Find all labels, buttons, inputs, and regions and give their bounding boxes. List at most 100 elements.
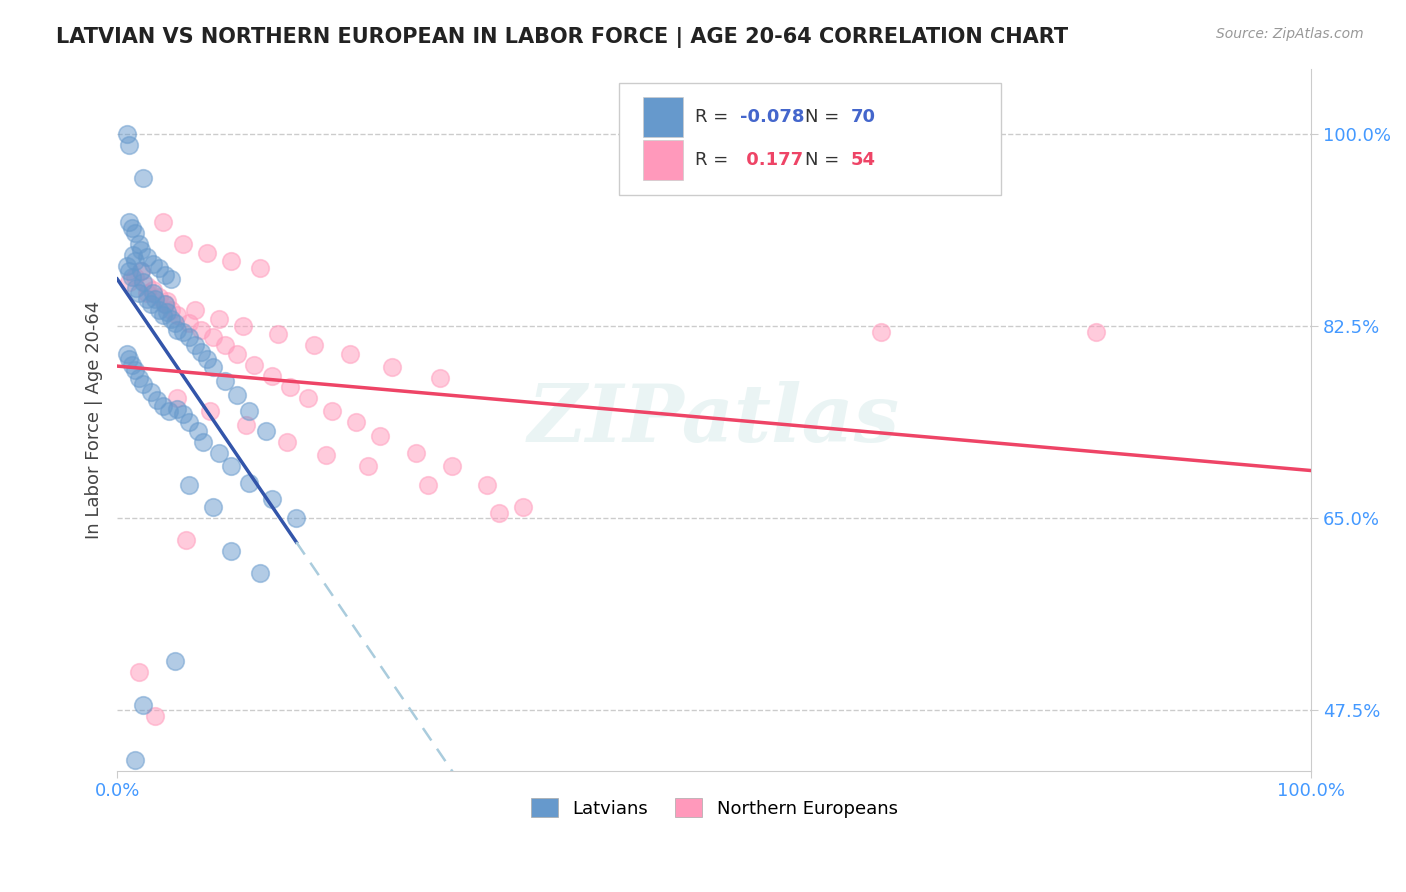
- Point: [132, 171, 155, 186]
- Point: [214, 338, 236, 352]
- Point: [132, 698, 155, 712]
- Point: [297, 391, 319, 405]
- Text: N =: N =: [806, 108, 845, 126]
- Point: [262, 491, 284, 506]
- Point: [512, 500, 534, 515]
- Point: [214, 374, 236, 388]
- Point: [211, 780, 233, 794]
- Legend: Latvians, Northern Europeans: Latvians, Northern Europeans: [523, 791, 905, 825]
- Point: [118, 352, 141, 367]
- Point: [249, 566, 271, 581]
- Point: [152, 400, 174, 414]
- Point: [139, 385, 162, 400]
- Point: [177, 330, 200, 344]
- Point: [477, 478, 499, 492]
- Point: [166, 401, 188, 416]
- Point: [208, 311, 231, 326]
- Point: [238, 404, 260, 418]
- Point: [172, 237, 194, 252]
- Point: [132, 377, 155, 392]
- Point: [368, 429, 391, 443]
- Point: [128, 371, 150, 385]
- Point: [124, 253, 146, 268]
- Text: R =: R =: [695, 152, 734, 169]
- Point: [157, 404, 180, 418]
- Point: [176, 533, 198, 548]
- Point: [118, 264, 141, 278]
- Point: [129, 264, 152, 278]
- Point: [118, 215, 141, 229]
- Point: [129, 264, 152, 278]
- Point: [191, 434, 214, 449]
- Point: [184, 338, 207, 352]
- Point: [225, 388, 247, 402]
- Point: [262, 368, 284, 383]
- Point: [124, 226, 146, 240]
- Point: [190, 344, 212, 359]
- Point: [278, 380, 301, 394]
- FancyBboxPatch shape: [643, 97, 683, 137]
- Point: [285, 511, 308, 525]
- FancyBboxPatch shape: [619, 83, 1001, 195]
- Point: [139, 297, 162, 311]
- Point: [160, 311, 183, 326]
- Point: [121, 220, 143, 235]
- Point: [357, 458, 380, 473]
- Point: [187, 424, 209, 438]
- Point: [136, 250, 159, 264]
- Point: [302, 338, 325, 352]
- Point: [440, 458, 463, 473]
- Point: [148, 302, 170, 317]
- Point: [136, 286, 159, 301]
- Point: [125, 281, 148, 295]
- Point: [177, 478, 200, 492]
- Point: [129, 243, 152, 257]
- Point: [163, 654, 186, 668]
- Point: [339, 347, 361, 361]
- Point: [124, 270, 146, 285]
- Point: [172, 325, 194, 339]
- Point: [153, 297, 176, 311]
- Text: Source: ZipAtlas.com: Source: ZipAtlas.com: [1216, 27, 1364, 41]
- Point: [121, 270, 143, 285]
- Point: [153, 268, 176, 282]
- Point: [195, 245, 218, 260]
- Point: [115, 259, 138, 273]
- Point: [381, 359, 404, 374]
- Point: [315, 448, 337, 462]
- Point: [219, 544, 242, 558]
- Point: [145, 709, 167, 723]
- Point: [1085, 325, 1108, 339]
- Point: [160, 272, 183, 286]
- Point: [121, 358, 143, 372]
- Point: [232, 319, 254, 334]
- Point: [177, 415, 200, 429]
- Point: [256, 424, 278, 438]
- Point: [124, 753, 146, 767]
- Point: [172, 407, 194, 421]
- Point: [166, 309, 188, 323]
- Point: [148, 290, 170, 304]
- Text: R =: R =: [695, 108, 734, 126]
- Point: [488, 506, 510, 520]
- Point: [177, 316, 200, 330]
- Point: [235, 418, 257, 433]
- Point: [219, 458, 242, 473]
- Point: [152, 215, 174, 229]
- Text: -0.078: -0.078: [741, 108, 806, 126]
- Text: 70: 70: [851, 108, 876, 126]
- Point: [148, 261, 170, 276]
- Text: ZIPatlas: ZIPatlas: [529, 381, 900, 458]
- Point: [238, 476, 260, 491]
- Point: [124, 363, 146, 377]
- Point: [152, 309, 174, 323]
- Point: [145, 292, 167, 306]
- Y-axis label: In Labor Force | Age 20-64: In Labor Force | Age 20-64: [86, 301, 103, 539]
- Point: [163, 316, 186, 330]
- Point: [405, 445, 427, 459]
- Point: [195, 352, 218, 367]
- Point: [145, 392, 167, 407]
- Point: [121, 248, 143, 262]
- Point: [115, 128, 138, 142]
- Point: [166, 323, 188, 337]
